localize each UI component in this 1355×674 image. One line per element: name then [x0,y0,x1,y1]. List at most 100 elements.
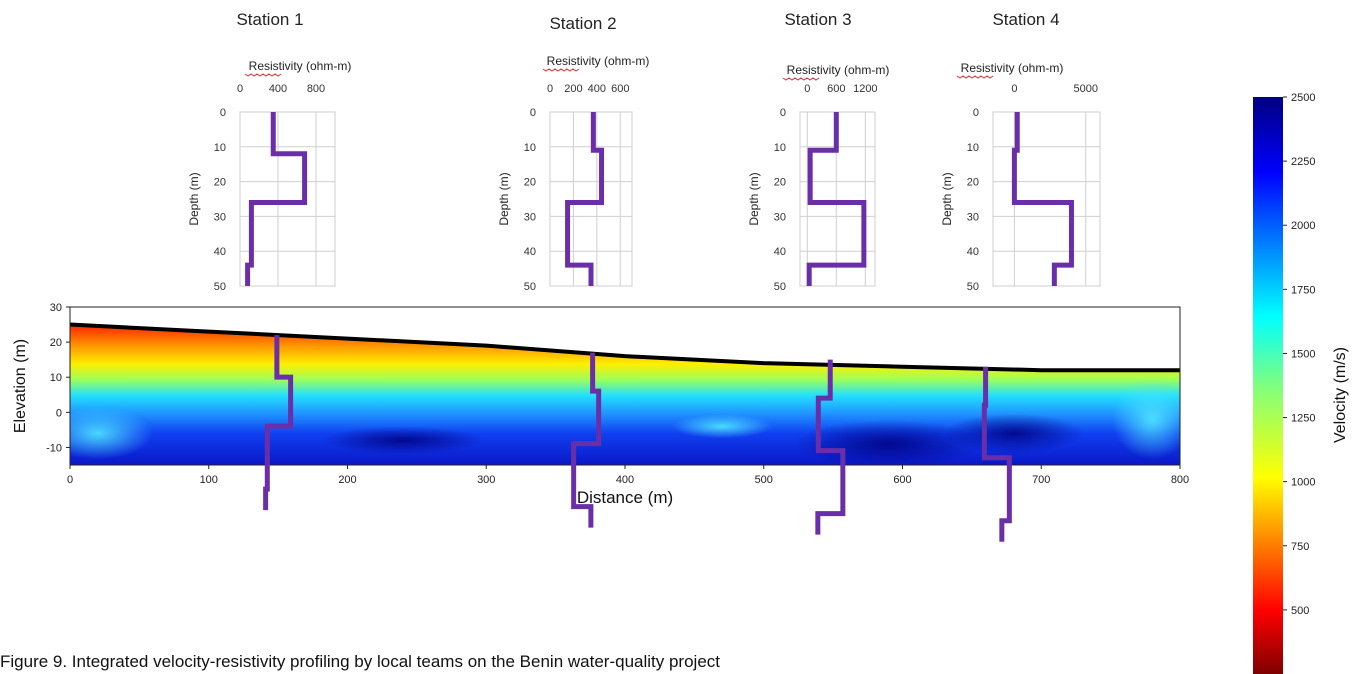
section-profile-overlay [263,335,294,511]
depth-tick-label: 10 [214,142,226,154]
colorbar-tick-label: 1500 [1291,348,1315,360]
resistivity-profile-line [565,112,605,286]
x-tick-label: 400 [616,474,634,486]
y-tick-label: 30 [50,302,62,314]
depth-tick-label: 0 [530,107,536,119]
depth-tick-label: 30 [214,211,226,223]
section-profile-overlay [815,359,846,535]
depth-tick-label: 20 [214,177,226,189]
colorbar-tick-label: 2500 [1291,92,1315,104]
station-title: Station 2 [549,14,616,33]
depth-tick-label: 10 [967,142,979,154]
resistivity-tick-label: 0 [547,83,553,95]
depth-tick-label: 40 [967,246,979,258]
depth-axis-label: Depth (m) [187,172,201,225]
depth-tick-label: 50 [967,281,979,293]
depth-tick-label: 20 [774,177,786,189]
x-tick-label: 100 [200,474,218,486]
spellcheck-underline [244,73,282,77]
depth-tick-label: 40 [214,246,226,258]
depth-tick-label: 30 [774,211,786,223]
colorbar-gradient [1253,97,1283,674]
y-tick-label: 0 [56,407,62,419]
resistivity-tick-label: 200 [564,83,582,95]
resistivity-profile-line [1011,112,1074,286]
x-tick-label: 500 [755,474,773,486]
station-panel: Station 3 Resistivity (ohm-m) 0 10 20 30 40 50 0… [747,10,889,293]
colorbar-tick-label: 750 [1291,541,1309,553]
colorbar-tick-label: 1250 [1291,413,1315,425]
depth-tick-label: 10 [774,142,786,154]
spellcheck-underline [956,75,994,79]
depth-tick-label: 10 [524,142,536,154]
resistivity-tick-label: 600 [827,83,845,95]
colorbar-tick-label: 1750 [1291,284,1315,296]
depth-tick-label: 30 [524,211,536,223]
depth-tick-label: 30 [967,211,979,223]
y-axis-label: Elevation (m) [12,339,29,433]
resistivity-tick-label: 800 [307,83,325,95]
resistivity-tick-label: 5000 [1073,83,1097,95]
resistivity-axis-label: Resistivity (ohm-m) [249,59,352,73]
resistivity-tick-label: 1200 [853,83,877,95]
station-panel: Station 2 Resistivity (ohm-m) 0 10 20 30 40 50 0… [497,14,649,293]
figure-caption: Figure 9. Integrated velocity-resistivit… [0,652,721,671]
y-tick-label: 20 [50,337,62,349]
section-profile-overlay [981,366,1012,542]
depth-tick-label: 40 [524,246,536,258]
x-tick-label: 200 [338,474,356,486]
panel-frame [239,111,336,287]
depth-tick-label: 50 [524,281,536,293]
station-title: Station 3 [784,10,851,29]
low-velocity-zone [323,426,483,455]
resistivity-axis-label: Resistivity (ohm-m) [547,54,650,68]
panel-frame [992,111,1101,287]
high-velocity-zone [672,414,773,439]
low-velocity-zone [943,413,1084,454]
resistivity-axis-label: Resistivity (ohm-m) [961,61,1064,75]
depth-axis-label: Depth (m) [747,172,761,225]
depth-tick-label: 40 [774,246,786,258]
colorbar-tick-label: 2250 [1291,156,1315,168]
y-tick-label: 10 [50,372,62,384]
resistivity-tick-label: 600 [611,83,629,95]
depth-axis-label: Depth (m) [940,172,954,225]
section-profile-overlay [571,352,602,528]
spellcheck-underline [782,77,820,81]
depth-tick-label: 0 [973,107,979,119]
x-axis-label: Distance (m) [577,488,673,507]
resistivity-profile-line [245,112,308,286]
resistivity-profile-line [806,112,867,286]
depth-tick-label: 50 [214,281,226,293]
x-tick-label: 600 [893,474,911,486]
station-title: Station 1 [236,10,303,29]
y-tick-label: -10 [46,442,62,454]
colorbar-label: Velocity (m/s) [1332,347,1349,443]
resistivity-tick-label: 400 [588,83,606,95]
resistivity-tick-label: 0 [237,83,243,95]
resistivity-tick-label: 0 [1011,83,1017,95]
x-tick-label: 300 [477,474,495,486]
resistivity-tick-label: 400 [269,83,287,95]
colorbar-tick-label: 2000 [1291,220,1315,232]
depth-tick-label: 0 [780,107,786,119]
colorbar-tick-label: 500 [1291,605,1309,617]
depth-tick-label: 20 [967,177,979,189]
resistivity-tick-label: 0 [804,83,810,95]
x-tick-label: 800 [1171,474,1189,486]
depth-tick-label: 50 [774,281,786,293]
x-tick-label: 700 [1032,474,1050,486]
spellcheck-underline [542,68,580,72]
colorbar-tick-label: 1000 [1291,477,1315,489]
high-velocity-zone [1112,379,1180,460]
station-panel: Station 1 Resistivity (ohm-m) 0 10 20 30 40 50 0… [187,10,351,293]
depth-axis-label: Depth (m) [497,172,511,225]
depth-tick-label: 20 [524,177,536,189]
velocity-colorbar: 500 750 1000 1250 1500 1750 2000 2250 2500 Veloci… [1253,92,1349,674]
depth-tick-label: 0 [220,107,226,119]
resistivity-axis-label: Resistivity (ohm-m) [787,63,890,77]
x-tick-label: 0 [67,474,73,486]
